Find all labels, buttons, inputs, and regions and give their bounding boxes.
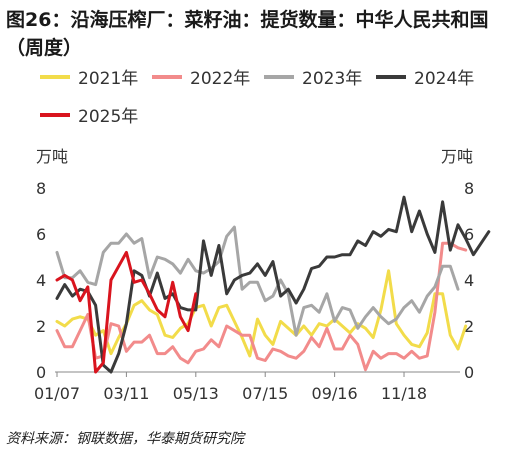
legend-swatch-2025 xyxy=(40,112,70,117)
series-line-2021 xyxy=(55,269,468,358)
legend-swatch-2022 xyxy=(152,74,182,79)
left-axis-unit: 万吨 xyxy=(36,147,68,166)
legend-label-2021: 2021年 xyxy=(78,69,139,89)
series-line-2025 xyxy=(55,250,198,374)
x-tick-label: 05/13 xyxy=(173,384,219,403)
x-tick-label: 07/15 xyxy=(242,384,288,403)
y-tick-right: 8 xyxy=(464,179,474,198)
legend-item-2025: 2025年 xyxy=(40,102,138,127)
series-line-2024 xyxy=(55,195,491,374)
x-tick-label: 11/18 xyxy=(381,384,427,403)
legend-item-2024: 2024年 xyxy=(376,64,474,89)
x-tick-label: 03/11 xyxy=(103,384,149,403)
legend-swatch-2021 xyxy=(40,74,70,79)
y-tick-right: 6 xyxy=(464,225,474,244)
legend-label-2025: 2025年 xyxy=(78,107,139,127)
source-note: 资料来源：钢联数据，华泰期货研究院 xyxy=(6,431,244,447)
series-line-2023 xyxy=(55,225,460,337)
chart-title: 图26：沿海压榨厂：菜籽油：提货数量：中华人民共和国（周度） xyxy=(6,9,489,59)
legend-swatch-2023 xyxy=(264,74,294,79)
legend-item-2022: 2022年 xyxy=(152,64,250,89)
y-tick-left: 8 xyxy=(36,179,46,198)
legend-item-2021: 2021年 xyxy=(40,64,138,89)
right-axis-unit: 万吨 xyxy=(441,147,473,166)
y-tick-left: 6 xyxy=(36,225,46,244)
y-tick-right: 2 xyxy=(464,317,474,336)
y-tick-right: 0 xyxy=(464,363,474,382)
x-tick-label: 09/16 xyxy=(312,384,358,403)
y-tick-left: 2 xyxy=(36,317,46,336)
y-tick-left: 0 xyxy=(36,363,46,382)
legend-item-2023: 2023年 xyxy=(264,64,362,89)
series-line-2022 xyxy=(55,241,468,372)
legend-label-2024: 2024年 xyxy=(414,69,475,89)
y-tick-left: 4 xyxy=(36,271,46,290)
legend-swatch-2024 xyxy=(376,74,406,79)
y-tick-right: 4 xyxy=(464,271,474,290)
legend-label-2022: 2022年 xyxy=(190,69,251,89)
legend-label-2023: 2023年 xyxy=(302,69,363,89)
x-tick-label: 01/07 xyxy=(34,384,80,403)
